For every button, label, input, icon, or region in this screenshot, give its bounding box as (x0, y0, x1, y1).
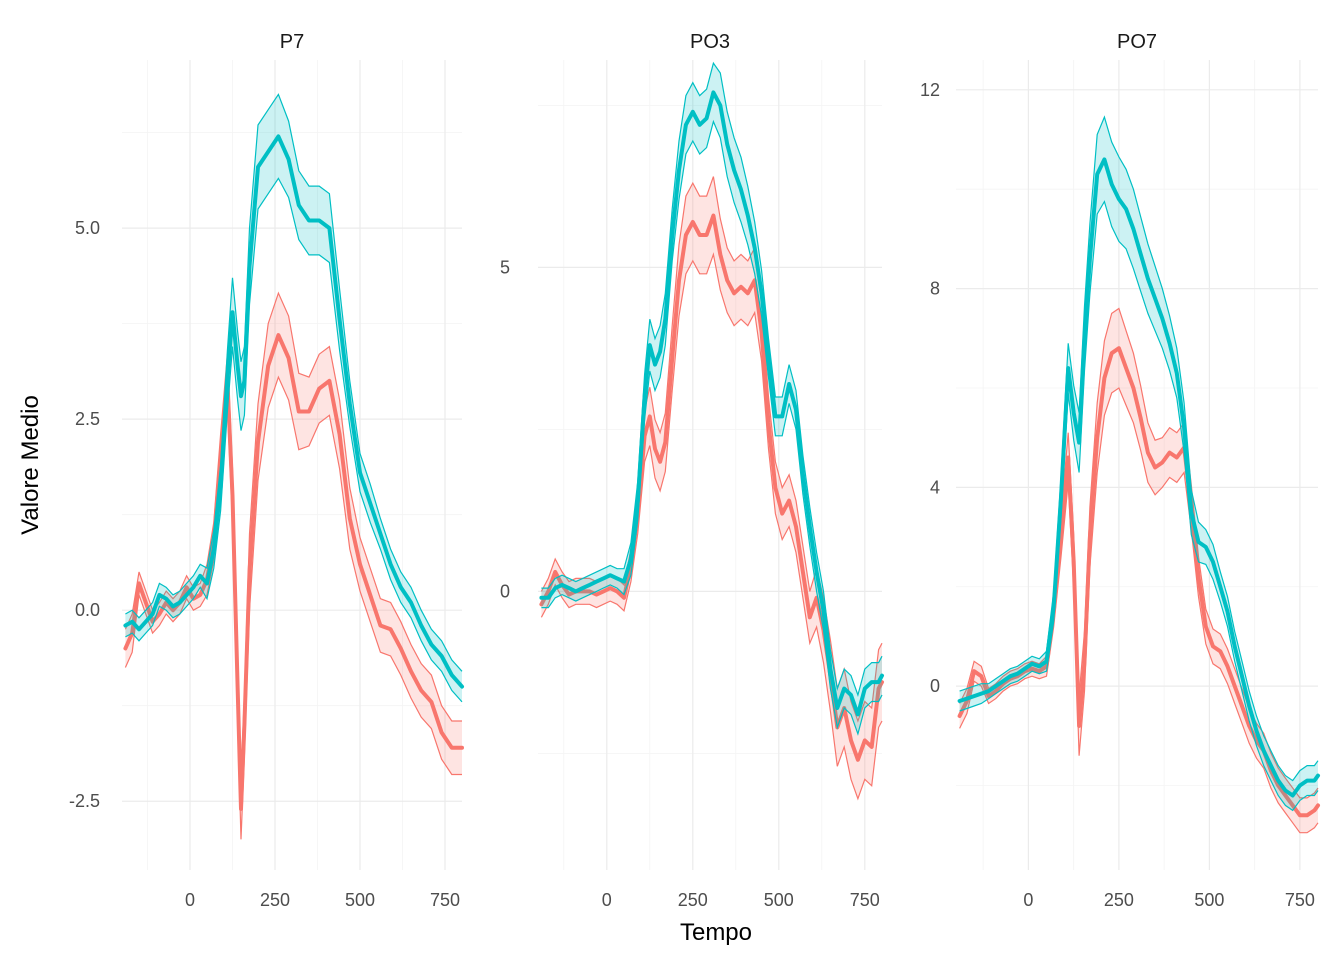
series-1-upper-line (959, 115, 1319, 782)
x-tick-label: 750 (850, 890, 880, 910)
y-tick-label: 0.0 (75, 600, 100, 620)
panel-po7: 0 250 500 750 0 4 8 12 PO7 (920, 31, 1320, 910)
y-tick-label: 4 (930, 477, 940, 497)
x-tick-label: 250 (678, 890, 708, 910)
y-tick-label: 5 (500, 257, 510, 277)
series-0-ribbon (541, 176, 882, 799)
x-tick-label: 750 (430, 890, 460, 910)
y-tick-label: 8 (930, 279, 940, 299)
series-1-ribbon (959, 117, 1318, 811)
x-tick-label: 500 (1194, 890, 1224, 910)
series-1-lower-line (125, 177, 463, 703)
series-1-lower-line (959, 200, 1319, 812)
series-0-mean-line (123, 333, 464, 811)
y-tick-label: 2.5 (75, 409, 100, 429)
x-tick-label: 0 (602, 890, 612, 910)
x-tick-label: 250 (260, 890, 290, 910)
y-tick-label: 12 (920, 80, 940, 100)
series-1-mean-line (957, 157, 1320, 798)
panel-po3: 0 250 500 750 0 5 PO3 (500, 31, 884, 910)
series-0-lower-line (959, 387, 1319, 834)
series-1-upper-line (541, 61, 883, 698)
series-1-ribbon (541, 63, 882, 734)
x-tick-label: 250 (1104, 890, 1134, 910)
series-0-upper-line (124, 291, 462, 779)
y-axis-title: Valore Medio (17, 395, 44, 535)
panel-p7: 0 250 500 750 -2.5 0.0 2.5 5.0 P7 (69, 31, 464, 910)
series-1-mean-line (123, 134, 464, 689)
series-1-mean-line (539, 90, 884, 717)
x-tick-label: 0 (185, 890, 195, 910)
panel-title: PO3 (690, 31, 730, 53)
series-0-lower-line (540, 252, 883, 801)
x-tick-label: 500 (764, 890, 794, 910)
panel-title: PO7 (1117, 31, 1157, 53)
series-1-lower-line (541, 119, 883, 736)
y-tick-label: 0 (930, 676, 940, 696)
y-tick-label: -2.5 (69, 791, 100, 811)
x-tick-label: 0 (1023, 890, 1033, 910)
series-0-ribbon (125, 293, 463, 840)
series-1-upper-line (125, 93, 463, 672)
panel-title: P7 (280, 31, 304, 53)
x-tick-label: 500 (345, 890, 375, 910)
series-0-upper-line (959, 307, 1319, 799)
x-axis-title: Tempo (680, 919, 752, 946)
y-tick-label: 0 (500, 581, 510, 601)
x-tick-label: 750 (1285, 890, 1315, 910)
series-0-lower-line (124, 375, 462, 840)
y-tick-label: 5.0 (75, 218, 100, 238)
